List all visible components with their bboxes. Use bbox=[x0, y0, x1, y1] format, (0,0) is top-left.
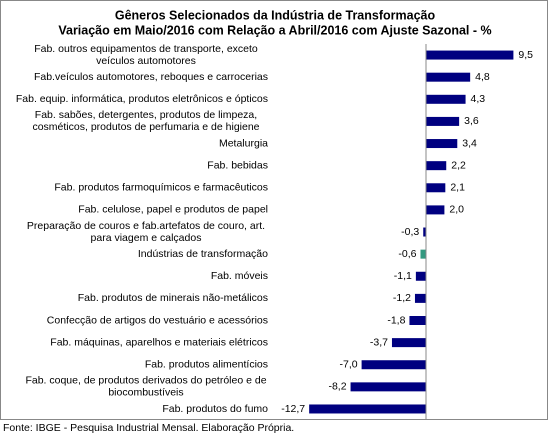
bar bbox=[409, 316, 426, 325]
y-tick-label: Fab. móveis bbox=[211, 270, 268, 282]
source-note: Fonte: IBGE - Pesquisa Industrial Mensal… bbox=[3, 422, 294, 434]
bar bbox=[361, 360, 426, 370]
bar bbox=[426, 183, 446, 193]
bar bbox=[426, 161, 447, 171]
data-label: -0,3 bbox=[401, 226, 419, 238]
y-tick-label: Fab. coque, de produtos derivados do pet… bbox=[25, 375, 266, 387]
y-tick-label: biocombustíveis bbox=[108, 387, 183, 399]
bar bbox=[391, 338, 426, 348]
y-tick-label: Preparação de couros e fab.artefatos de … bbox=[27, 220, 265, 232]
bar bbox=[426, 205, 445, 215]
data-label: 3,4 bbox=[462, 137, 477, 149]
data-label: -1,2 bbox=[393, 292, 411, 304]
chart-title: Gêneros Selecionados da Indústria de Tra… bbox=[115, 8, 436, 22]
bar bbox=[426, 139, 458, 149]
bar bbox=[350, 382, 426, 392]
bar bbox=[420, 249, 426, 259]
chart-subtitle: Variação em Maio/2016 com Relação a Abri… bbox=[58, 23, 491, 37]
y-tick-label: cosméticos, produtos de perfumaria e de … bbox=[32, 121, 259, 133]
data-label: 2,0 bbox=[449, 204, 464, 216]
y-tick-label: Metalurgia bbox=[219, 137, 268, 149]
bar bbox=[426, 72, 471, 82]
bar bbox=[309, 404, 426, 414]
y-tick-label: Confecção de artigos do vestuário e aces… bbox=[47, 314, 268, 326]
data-label: 2,2 bbox=[451, 159, 466, 171]
y-tick-label: Fab. equip. informática, produtos eletrô… bbox=[16, 93, 268, 105]
y-tick-label: para viagem e calçados bbox=[91, 232, 202, 244]
data-label: 4,8 bbox=[475, 71, 490, 83]
bar bbox=[426, 94, 466, 104]
bar bbox=[414, 293, 426, 303]
data-label: 4,3 bbox=[471, 93, 486, 105]
data-label: -0,6 bbox=[398, 248, 416, 260]
y-tick-label: Fab. outros equipamentos de transporte, … bbox=[34, 43, 258, 55]
y-tick-label: Fab. bebidas bbox=[207, 159, 268, 171]
bar bbox=[423, 227, 426, 237]
data-label: -8,2 bbox=[328, 381, 346, 393]
data-label: 9,5 bbox=[518, 49, 533, 61]
data-label: -1,8 bbox=[387, 314, 405, 326]
y-tick-label: Fab.veículos automotores, reboques e car… bbox=[34, 71, 268, 83]
y-tick-label: Indústrias de transformação bbox=[138, 248, 268, 260]
data-label: -7,0 bbox=[340, 359, 358, 371]
data-label: 3,6 bbox=[464, 115, 479, 127]
y-tick-label: Fab. sabões, detergentes, produtos de li… bbox=[35, 109, 257, 121]
y-tick-label: Fab. produtos de minerais não-metálicos bbox=[78, 292, 268, 304]
chart-frame bbox=[0, 0, 548, 420]
data-label: -1,1 bbox=[394, 270, 412, 282]
data-label: -3,7 bbox=[370, 336, 388, 348]
y-tick-label: Fab. máquinas, aparelhos e materiais elé… bbox=[50, 336, 268, 348]
y-tick-label: Fab. produtos alimentícios bbox=[145, 359, 268, 371]
bar bbox=[415, 271, 426, 281]
data-label: -12,7 bbox=[281, 403, 305, 415]
y-tick-label: veículos automotores bbox=[96, 55, 196, 67]
bar bbox=[426, 116, 460, 126]
data-label: 2,1 bbox=[450, 182, 465, 194]
y-tick-label: Fab. produtos do fumo bbox=[162, 403, 268, 415]
bar bbox=[426, 50, 514, 60]
y-tick-label: Fab. produtos farmoquímicos e farmacêuti… bbox=[54, 182, 268, 194]
y-tick-label: Fab. celulose, papel e produtos de papel bbox=[78, 204, 268, 216]
